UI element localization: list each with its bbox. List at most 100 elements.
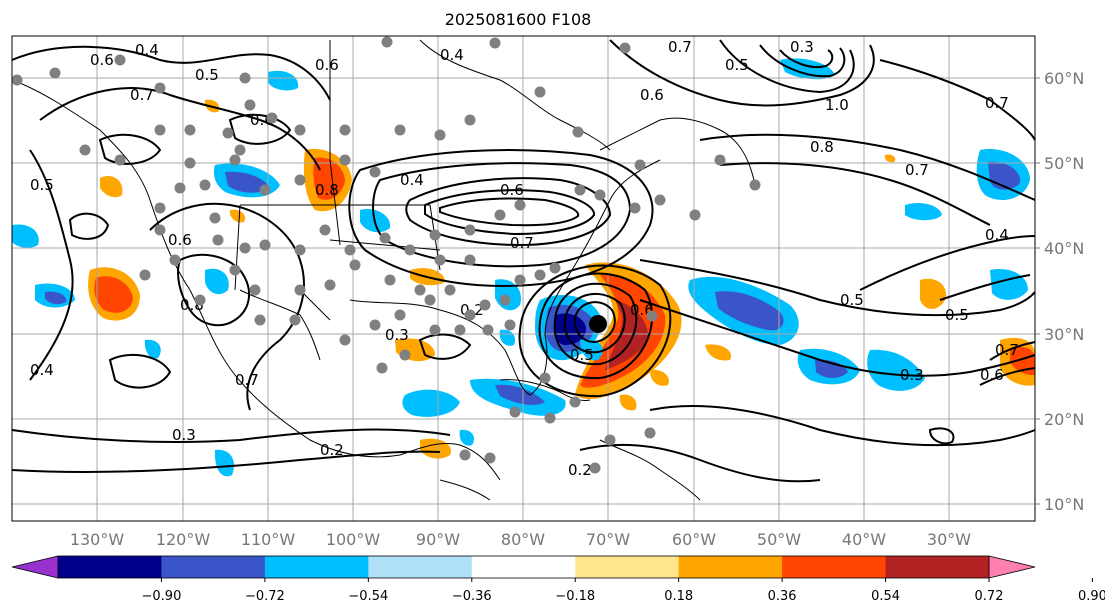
station-dot <box>266 112 278 124</box>
contour-label: 0.5 <box>195 66 219 84</box>
station-dot <box>646 310 658 322</box>
contour-label: 0.5 <box>570 346 594 364</box>
station-dot <box>369 166 381 178</box>
station-dot <box>464 309 476 321</box>
station-dot <box>199 179 211 191</box>
station-dot <box>634 159 646 171</box>
lon-label: 40°W <box>842 530 886 549</box>
station-dot <box>534 269 546 281</box>
station-dot <box>154 202 166 214</box>
station-dot <box>49 67 61 79</box>
lon-label: 130°W <box>70 530 125 549</box>
station-dot <box>154 124 166 136</box>
station-dot <box>239 72 251 84</box>
station-dot <box>184 124 196 136</box>
lon-label: 70°W <box>586 530 630 549</box>
station-dot <box>464 114 476 126</box>
lat-label: 40°N <box>1044 239 1084 258</box>
station-dot <box>294 284 306 296</box>
station-dot <box>294 244 306 256</box>
station-dot <box>572 126 584 138</box>
station-dot <box>209 212 221 224</box>
station-dot <box>114 154 126 166</box>
station-dot <box>394 124 406 136</box>
contour-labels: 0.4 0.6 0.5 0.6 0.7 0.6 0.4 0.3 0.7 0.5 … <box>30 38 1019 479</box>
contour-label: 0.4 <box>440 46 464 64</box>
station-dot <box>484 452 496 464</box>
contour-label: 0.4 <box>985 226 1009 244</box>
station-dot <box>324 279 336 291</box>
station-dot <box>459 449 471 461</box>
station-dot <box>184 157 196 169</box>
station-dot <box>514 199 526 211</box>
station-dot <box>339 154 351 166</box>
contour-label: 0.5 <box>30 176 54 194</box>
contour-label: 0.8 <box>315 181 339 199</box>
colorbar-cell <box>575 556 680 578</box>
station-dot <box>379 232 391 244</box>
colorbar-cell <box>58 556 162 578</box>
station-dot <box>212 234 224 246</box>
station-dot <box>494 209 506 221</box>
station-dot <box>259 184 271 196</box>
contour-label: 0.7 <box>510 234 534 252</box>
station-dot <box>229 154 241 166</box>
station-dot <box>239 242 251 254</box>
colorbar-cell <box>161 556 266 578</box>
station-dot <box>79 144 91 156</box>
colorbar-tick-label: −0.54 <box>348 589 388 604</box>
station-dot <box>376 362 388 374</box>
colorbar-cell <box>471 556 576 578</box>
station-dot <box>479 299 491 311</box>
station-dot <box>619 42 631 54</box>
station-dot <box>139 269 151 281</box>
colorbar-tick-label: −0.18 <box>555 589 595 604</box>
colorbar-cell <box>368 556 473 578</box>
contours <box>11 39 1036 483</box>
contour-label: 0.6 <box>90 51 114 69</box>
station-dot <box>429 324 441 336</box>
station-dot <box>534 86 546 98</box>
lon-label: 60°W <box>672 530 716 549</box>
station-dot <box>174 182 186 194</box>
station-dot <box>689 209 701 221</box>
station-dot <box>399 349 411 361</box>
station-dot <box>594 189 606 201</box>
contour-label: 1.0 <box>825 96 849 114</box>
station-dot <box>384 274 396 286</box>
station-dot <box>499 294 511 306</box>
contour-label: 0.6 <box>315 56 339 74</box>
station-dot <box>339 124 351 136</box>
station-dot <box>369 319 381 331</box>
lat-label: 10°N <box>1044 495 1084 514</box>
colorbar-extend-high <box>989 556 1035 578</box>
colorbar-cell <box>264 556 369 578</box>
station-dot <box>339 334 351 346</box>
station-dot <box>539 372 551 384</box>
lat-label: 20°N <box>1044 410 1084 429</box>
contour-label: 0.7 <box>905 161 929 179</box>
latitude-labels: 60°N 50°N 40°N 30°N 20°N 10°N <box>1035 69 1084 514</box>
colorbar: −0.90 −0.72 −0.54 −0.36 −0.18 0.18 0.36 0.54 0.7… <box>11 555 1105 604</box>
contour-label: 0.4 <box>135 41 159 59</box>
lon-label: 110°W <box>241 530 296 549</box>
station-dot <box>114 54 126 66</box>
station-dot <box>349 259 361 271</box>
station-dot <box>344 244 356 256</box>
station-dot <box>629 202 641 214</box>
station-dot <box>434 129 446 141</box>
contour-label: 0.7 <box>995 341 1019 359</box>
colorbar-tick-label: 0.90 <box>1078 589 1105 604</box>
colorbar-cell <box>782 556 887 578</box>
contour-label: 0.2 <box>568 461 592 479</box>
contour-label: 0.7 <box>130 86 154 104</box>
lon-label: 30°W <box>927 530 971 549</box>
station-dot <box>454 324 466 336</box>
station-dot <box>644 427 656 439</box>
contour-label: 0.6 <box>168 231 192 249</box>
cyclone-center-marker <box>589 315 607 333</box>
lat-label: 30°N <box>1044 325 1084 344</box>
station-dot <box>424 294 436 306</box>
contour-label: 0.3 <box>385 326 409 344</box>
contour-label: 0.8 <box>810 138 834 156</box>
